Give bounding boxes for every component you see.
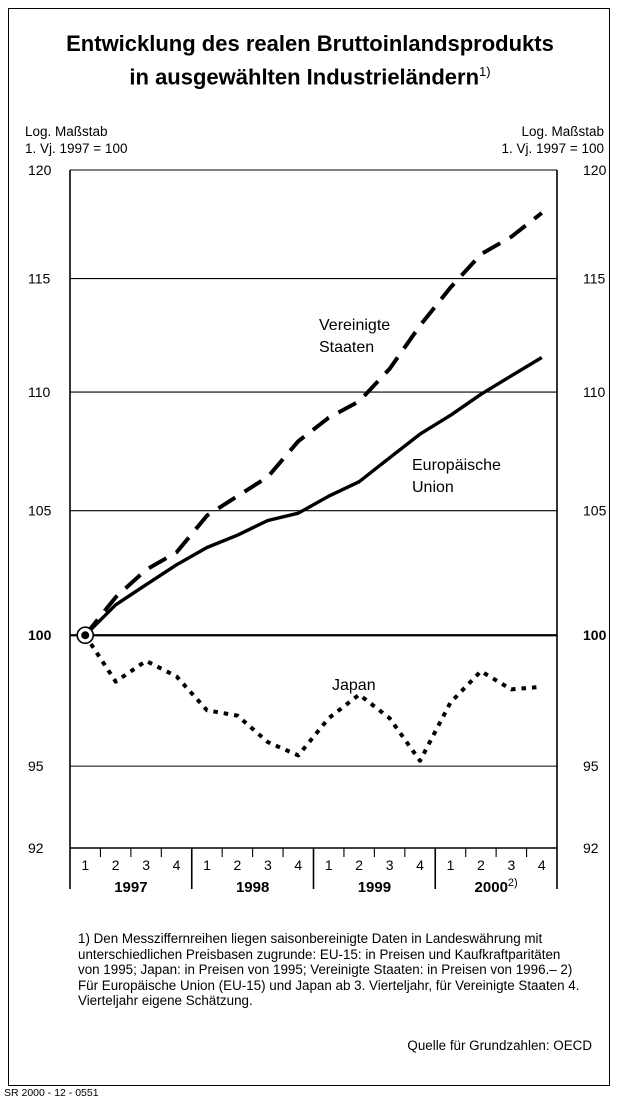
quarter-label-13: 2 xyxy=(477,857,485,873)
quarter-label-2: 3 xyxy=(142,857,150,873)
scale-right-line-2: 1. Vj. 1997 = 100 xyxy=(501,141,604,156)
series-label-1-1: Union xyxy=(412,479,454,496)
year-footnote-mark: 2) xyxy=(508,877,518,889)
axes xyxy=(69,169,558,889)
series-line-1 xyxy=(83,356,543,637)
quarter-label-0: 1 xyxy=(81,857,89,873)
y-tick-left-92: 92 xyxy=(28,840,44,856)
y-tick-left-120: 120 xyxy=(28,162,52,178)
quarter-label-15: 4 xyxy=(538,857,546,873)
y-tick-right-100: 100 xyxy=(583,627,607,643)
y-tick-left-115: 115 xyxy=(28,271,51,287)
title-line-1: Entwicklung des realen Bruttoinlandsprod… xyxy=(66,31,554,56)
scale-left-line-2: 1. Vj. 1997 = 100 xyxy=(25,141,128,156)
y-tick-right-120: 120 xyxy=(583,162,607,178)
quarter-label-12: 1 xyxy=(447,857,455,873)
y-tick-left-100: 100 xyxy=(28,627,52,643)
quarter-label-5: 2 xyxy=(234,857,242,873)
y-tick-right-92: 92 xyxy=(583,840,599,856)
quarter-label-1: 2 xyxy=(112,857,120,873)
series-label-2-0: Japan xyxy=(332,677,376,694)
series-label-0-1: Staaten xyxy=(319,339,374,356)
y-tick-left-105: 105 xyxy=(28,503,52,519)
scale-label-left: Log. Maßstab 1. Vj. 1997 = 100 xyxy=(25,123,127,157)
chart-title: Entwicklung des realen Bruttoinlandsprod… xyxy=(0,30,620,91)
scale-right-line-1: Log. Maßstab xyxy=(521,124,604,139)
year-label-2000: 20002) xyxy=(475,877,518,896)
series-line-2 xyxy=(83,634,542,763)
source-note: Quelle für Grundzahlen: OECD xyxy=(407,1038,592,1053)
scale-left-line-1: Log. Maßstab xyxy=(25,124,108,139)
year-label-1999: 1999 xyxy=(358,879,391,896)
series-line-0 xyxy=(83,211,544,637)
series-label-0-0: Vereinigte xyxy=(319,317,390,334)
quarter-label-10: 3 xyxy=(386,857,394,873)
year-label-1997: 1997 xyxy=(114,879,147,896)
quarter-label-8: 1 xyxy=(325,857,333,873)
title-line-2: in ausgewählten Industrieländern xyxy=(129,64,480,90)
quarter-label-9: 2 xyxy=(355,857,363,873)
title-footnote-mark: 1) xyxy=(479,64,491,79)
quarter-label-3: 4 xyxy=(173,857,181,873)
series-label-1-0: Europäische xyxy=(412,457,501,474)
quarter-label-14: 3 xyxy=(507,857,515,873)
quarter-label-4: 1 xyxy=(203,857,211,873)
series-lines xyxy=(76,211,544,763)
quarter-label-11: 4 xyxy=(416,857,424,873)
y-tick-right-110: 110 xyxy=(583,384,606,400)
y-tick-right-105: 105 xyxy=(583,503,607,519)
scale-label-right: Log. Maßstab 1. Vj. 1997 = 100 xyxy=(480,123,604,157)
quarter-label-7: 4 xyxy=(294,857,302,873)
footnote: 1) Den Messziffernreihen liegen saisonbe… xyxy=(78,931,580,1008)
chart-frame xyxy=(8,8,610,1086)
y-tick-right-115: 115 xyxy=(583,271,606,287)
year-label-1998: 1998 xyxy=(236,879,269,896)
y-tick-left-95: 95 xyxy=(28,758,44,774)
y-tick-right-95: 95 xyxy=(583,758,599,774)
origin-marker-dot xyxy=(81,631,90,640)
figure-code: SR 2000 - 12 - 0551 xyxy=(4,1087,99,1099)
quarter-label-6: 3 xyxy=(264,857,272,873)
grid xyxy=(70,278,557,767)
axis-labels: 92 92 95 95 100 100 105 105 110 110 115 115 120 120 1 2… xyxy=(28,162,607,896)
y-tick-left-110: 110 xyxy=(28,384,51,400)
